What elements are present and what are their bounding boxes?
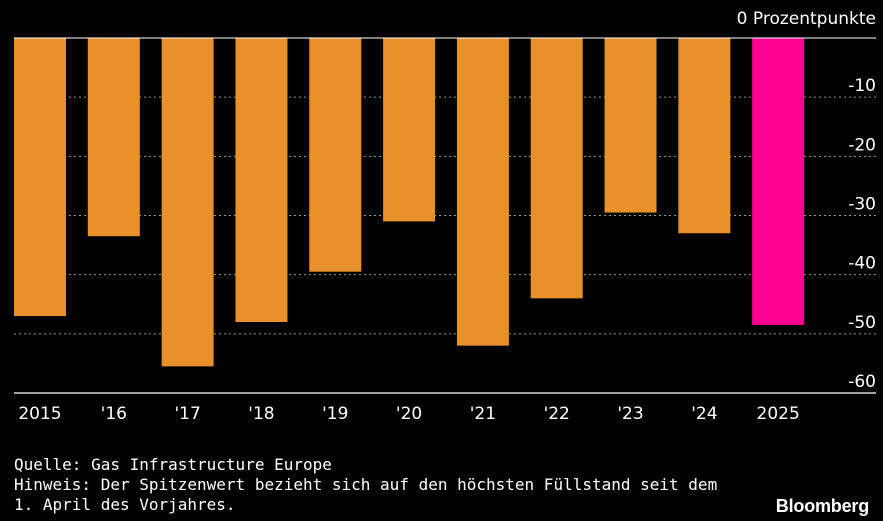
x-tick-labels: 2015 '16 '17 '18 '19 '20 '21 '22 '23 '24 2025 [18,404,799,424]
bar-2025 [752,38,805,325]
bar-17 [161,38,214,367]
bar-2015 [14,38,66,317]
x-tick-label: '21 [470,404,496,424]
x-tick-label: '20 [396,404,422,424]
bar-chart: 0 Prozentpunkte -10 -20 -30 -40 -50 -60 2015 '… [14,9,876,424]
bars [14,38,805,367]
chart-footer: Quelle: Gas Infrastructure Europe Hinwei… [14,455,717,515]
y-tick-label: -20 [848,135,876,155]
x-tick-label: '19 [322,404,348,424]
bar-20 [383,38,436,222]
y-tick-label: -50 [848,313,876,333]
x-tick-label: '16 [101,404,127,424]
x-tick-label: 2015 [18,404,61,424]
bar-21 [456,38,509,346]
x-tick-label: 2025 [757,404,800,424]
x-tick-label: '24 [691,404,717,424]
y-tick-label: -60 [848,372,876,392]
x-tick-label: '18 [248,404,274,424]
bar-16 [87,38,140,237]
y-tick-label: -40 [848,254,876,274]
y-axis-unit-label: 0 Prozentpunkte [737,9,876,29]
y-tick-labels: -10 -20 -30 -40 -50 -60 [848,76,876,392]
note-text-line1: Hinweis: Der Spitzenwert bezieht sich au… [14,475,718,494]
y-tick-label: -10 [848,76,876,96]
x-tick-label: '17 [174,404,200,424]
y-tick-label: -30 [848,195,876,215]
bar-18 [235,38,288,322]
bar-24 [678,38,731,234]
x-tick-label: '23 [617,404,643,424]
bar-19 [309,38,362,272]
bloomberg-logo: Bloomberg [775,496,869,516]
bar-22 [530,38,583,299]
source-text: Quelle: Gas Infrastructure Europe [14,455,332,474]
note-text-line2: 1. April des Vorjahres. [14,495,236,514]
gridlines [14,96,876,335]
bar-23 [604,38,657,213]
x-tick-label: '22 [544,404,570,424]
